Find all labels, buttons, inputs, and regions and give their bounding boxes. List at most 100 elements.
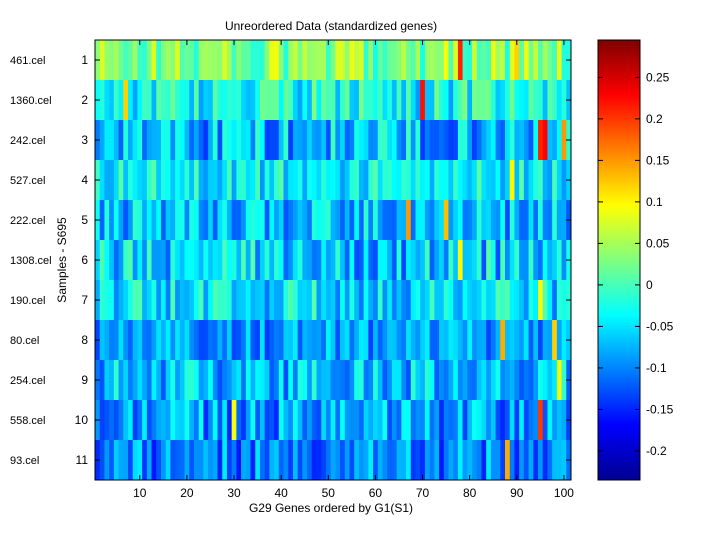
heatmap-cell [297, 120, 303, 161]
heatmap-cell [533, 160, 539, 201]
heatmap-cell [467, 120, 473, 161]
heatmap-cell [193, 120, 200, 161]
heatmap-cell [335, 80, 341, 121]
x-tick-label: 80 [463, 486, 477, 500]
heatmap-cell [382, 200, 388, 241]
heatmap-cell [109, 40, 115, 81]
heatmap-cell [349, 120, 355, 161]
heatmap-cell [505, 40, 511, 81]
heatmap-cell [316, 240, 322, 281]
heatmap-cell [184, 160, 190, 201]
heatmap-cell [236, 400, 242, 441]
x-axis-ticks: 10 20 30 40 50 60 70 80 90 100 [95, 40, 574, 500]
heatmap-cell [212, 240, 218, 281]
heatmap-cell [198, 440, 204, 481]
heatmap-cell [490, 360, 496, 401]
heatmap-cell [561, 200, 567, 241]
heatmap-cell [462, 400, 468, 441]
x-tick-label: 90 [510, 486, 524, 500]
heatmap-cell [495, 200, 501, 241]
heatmap-cell [363, 200, 369, 241]
y-tick-label: 10 [75, 413, 89, 427]
heatmap-cell [127, 440, 134, 481]
heatmap-cell [118, 120, 124, 161]
heatmap-cell [146, 320, 152, 361]
heatmap-cell [505, 240, 511, 281]
y-tick-label: 3 [81, 133, 88, 147]
heatmap-cell [99, 360, 105, 401]
heatmap-cell [434, 80, 440, 121]
colorbar [597, 39, 641, 481]
heatmap-cell [104, 360, 110, 401]
heatmap-cell [490, 400, 496, 441]
heatmap-cell [212, 80, 218, 121]
heatmap-cell [274, 240, 280, 281]
heatmap-cell [358, 80, 365, 121]
heatmap-cell [288, 120, 294, 161]
heatmap-cell [396, 440, 402, 481]
heatmap-cell [170, 80, 176, 121]
heatmap-cell [212, 360, 218, 401]
heatmap-cell [193, 320, 200, 361]
heatmap-cell [330, 440, 336, 481]
heatmap-cell [292, 160, 299, 201]
heatmap-cell [236, 200, 242, 241]
heatmap-cell [179, 360, 185, 401]
heatmap-cell [231, 160, 237, 201]
heatmap-cell [156, 320, 162, 361]
heatmap-cell [184, 40, 190, 81]
heatmap-cell [297, 320, 303, 361]
heatmap-cell [325, 160, 332, 201]
heatmap-cell [344, 240, 350, 281]
heatmap-cell [528, 240, 534, 281]
heatmap-cell [561, 280, 567, 321]
heatmap-cell [476, 160, 482, 201]
heatmap-cell [297, 200, 303, 241]
heatmap-cell [368, 280, 374, 321]
heatmap-cell [226, 160, 233, 201]
heatmap-cell [109, 120, 115, 161]
heatmap-cell [542, 440, 548, 481]
heatmap-cell [132, 280, 138, 321]
heatmap-cell [208, 360, 214, 401]
heatmap-cell [542, 80, 548, 121]
heatmap-cell [189, 280, 195, 321]
heatmap-cell [269, 80, 275, 121]
heatmap-cell [415, 360, 421, 401]
heatmap-cell [165, 400, 171, 441]
heatmap-cell [250, 80, 256, 121]
heatmap-cell [288, 160, 294, 201]
heatmap-cell [472, 120, 478, 161]
heatmap-cell [354, 240, 360, 281]
heatmap-cell [118, 320, 124, 361]
heatmap-cell [156, 360, 162, 401]
heatmap-cell [382, 160, 388, 201]
heatmap-cell [288, 360, 294, 401]
heatmap-cell [259, 280, 266, 321]
heatmap-cell [481, 280, 487, 321]
heatmap-cell [330, 280, 336, 321]
x-tick-label: 70 [416, 486, 430, 500]
heatmap-cell [99, 160, 105, 201]
heatmap-cell [226, 240, 233, 281]
heatmap-cell [391, 240, 398, 281]
heatmap-cell [245, 280, 251, 321]
heatmap-cell [396, 240, 402, 281]
heatmap-cell [439, 280, 445, 321]
heatmap-cell [184, 360, 190, 401]
heatmap-cell [288, 440, 294, 481]
heatmap-cell [448, 200, 454, 241]
heatmap-cell [373, 400, 379, 441]
heatmap-cell [415, 400, 421, 441]
heatmap-cell [278, 440, 284, 481]
heatmap-cell [519, 240, 525, 281]
heatmap-cell [297, 240, 303, 281]
heatmap-cell [519, 320, 525, 361]
heatmap-cell [462, 80, 468, 121]
heatmap-cell [236, 360, 242, 401]
heatmap-cell [269, 160, 275, 201]
heatmap-cell [307, 40, 313, 81]
heatmap-cell [184, 440, 190, 481]
heatmap-cell [519, 200, 525, 241]
heatmap-cell [363, 160, 369, 201]
